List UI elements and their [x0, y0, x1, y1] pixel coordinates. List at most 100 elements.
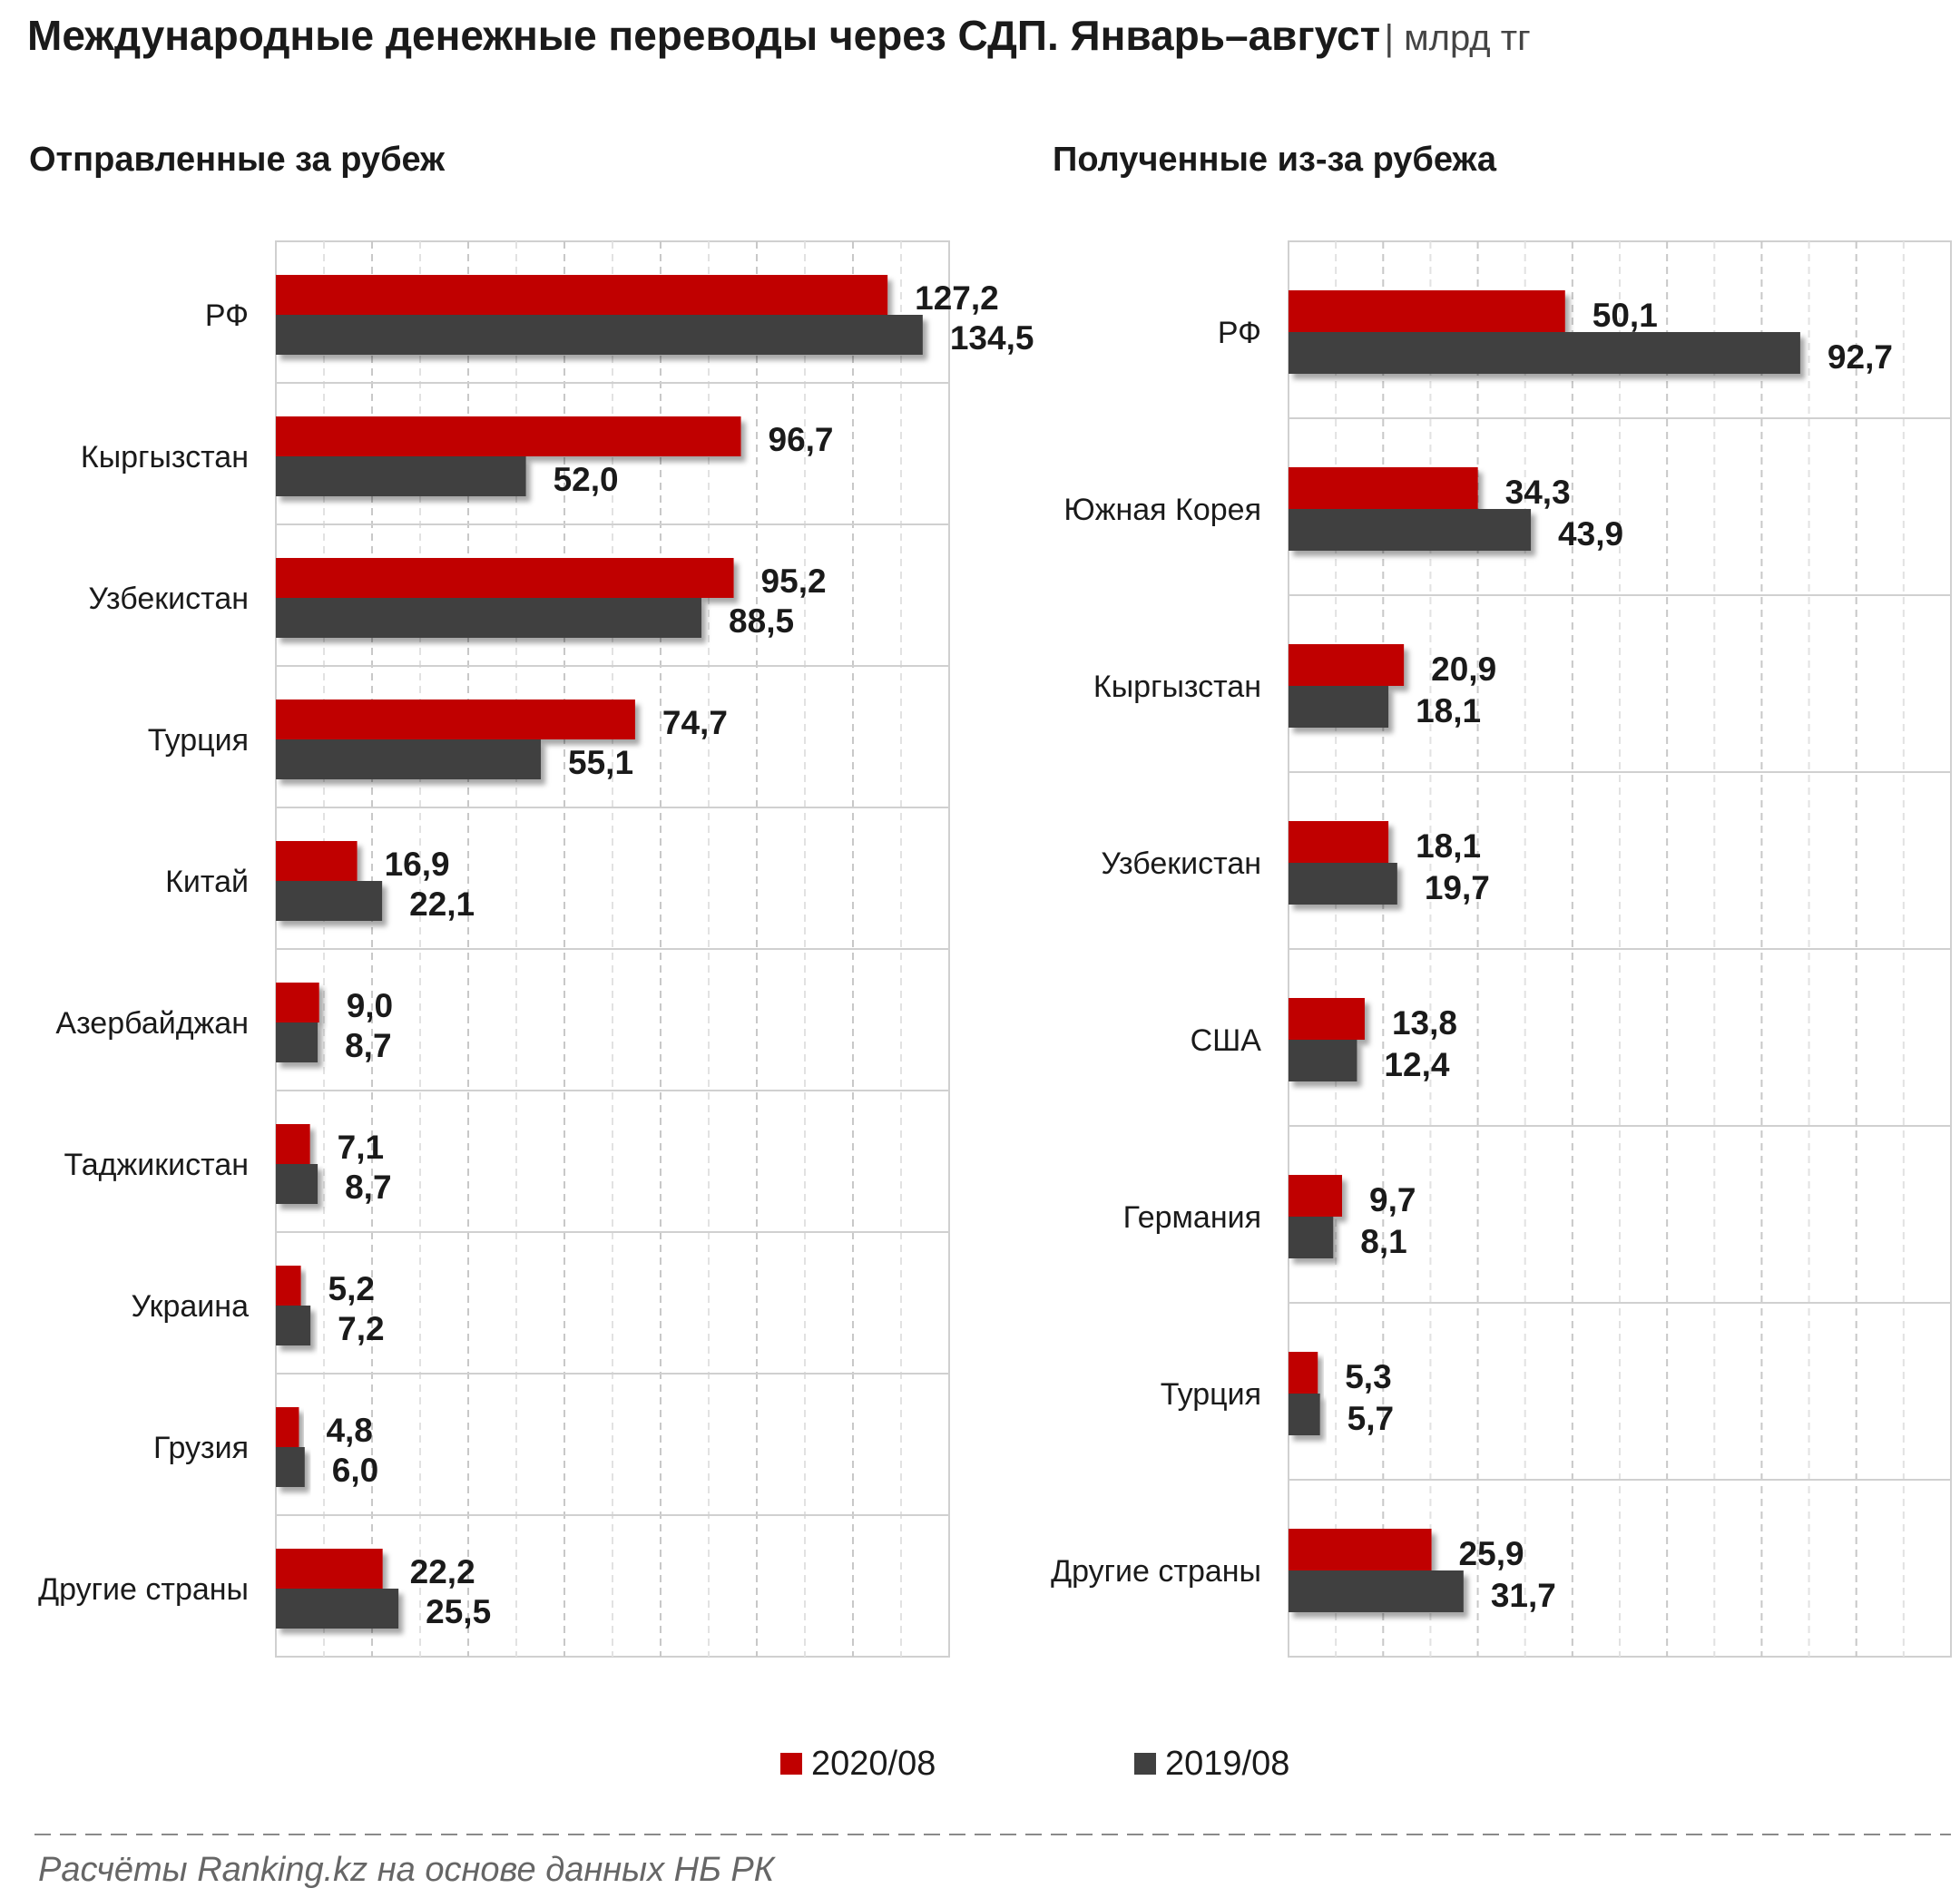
- bar-2020-08: [276, 700, 635, 739]
- bar-2019-08: [276, 739, 542, 779]
- bar-2019-08: [1289, 1394, 1320, 1435]
- category-label: Кыргызстан: [81, 440, 249, 474]
- legend-label: 2019/08: [1165, 1745, 1289, 1783]
- legend-label: 2020/08: [811, 1745, 936, 1783]
- data-label: 88,5: [729, 602, 794, 640]
- category-label: Турция: [148, 723, 249, 758]
- category-label: Другие страны: [1051, 1554, 1261, 1589]
- source-note: Расчёты Ranking.kz на основе данных НБ Р…: [38, 1851, 775, 1889]
- bar-2020-08: [1289, 998, 1365, 1040]
- bar-2019-08: [276, 1022, 318, 1062]
- category-label: Украина: [132, 1289, 250, 1324]
- data-label: 18,1: [1416, 692, 1481, 729]
- category-label: Грузия: [153, 1431, 249, 1465]
- data-label: 13,8: [1392, 1004, 1457, 1042]
- data-label: 50,1: [1592, 297, 1658, 334]
- category-label: Турция: [1161, 1377, 1261, 1412]
- bar-2019-08: [1289, 863, 1397, 905]
- data-label: 5,7: [1348, 1400, 1394, 1437]
- bar-2020-08: [1289, 1175, 1343, 1217]
- bar-2020-08: [276, 275, 888, 315]
- bar-2019-08: [1289, 1570, 1464, 1612]
- chart-title: Международные денежные переводы через СД…: [27, 12, 1381, 59]
- bar-2020-08: [276, 558, 734, 598]
- bar-2019-08: [1289, 1217, 1334, 1258]
- data-label: 22,2: [410, 1553, 475, 1590]
- bar-2020-08: [1289, 1352, 1318, 1394]
- bar-2020-08: [276, 1266, 301, 1306]
- bar-2019-08: [1289, 686, 1389, 728]
- panel-title: Полученные из-за рубежа: [1053, 141, 1497, 179]
- category-label: Китай: [165, 865, 249, 899]
- bar-2019-08: [1289, 509, 1532, 551]
- data-label: 55,1: [568, 744, 633, 781]
- data-label: 7,2: [338, 1310, 384, 1347]
- data-label: 25,9: [1459, 1535, 1524, 1572]
- data-label: 9,7: [1369, 1181, 1416, 1218]
- bar-2020-08: [1289, 290, 1565, 332]
- received-from-abroad-panel: Полученные из-за рубежа РФ 50,1 92,7 Южная К…: [1051, 141, 1952, 1658]
- bar-2020-08: [1289, 644, 1405, 686]
- category-label: Узбекистан: [88, 582, 249, 616]
- data-label: 7,1: [338, 1129, 384, 1166]
- category-label: РФ: [1218, 316, 1261, 350]
- legend-swatch: [1134, 1753, 1156, 1775]
- data-label: 25,5: [426, 1593, 491, 1630]
- data-label: 8,7: [345, 1169, 391, 1206]
- bar-2020-08: [276, 1549, 383, 1589]
- data-label: 9,0: [347, 987, 393, 1024]
- data-label: 52,0: [554, 461, 619, 498]
- data-label: 43,9: [1558, 515, 1623, 553]
- category-label: Кыргызстан: [1093, 670, 1261, 704]
- data-label: 16,9: [385, 846, 450, 883]
- unit-label: | млрд тг: [1384, 18, 1531, 58]
- bar-2019-08: [276, 1164, 318, 1204]
- legend: 2020/08 2019/08: [780, 1745, 1289, 1783]
- category-label: Другие страны: [38, 1572, 249, 1607]
- data-label: 19,7: [1425, 869, 1490, 906]
- data-label: 12,4: [1384, 1046, 1449, 1083]
- bar-2020-08: [276, 983, 319, 1022]
- bar-2020-08: [276, 1124, 310, 1164]
- bar-2019-08: [276, 1447, 305, 1487]
- category-label: США: [1191, 1023, 1262, 1058]
- title-line: Международные денежные переводы через СД…: [27, 11, 1531, 60]
- bar-2020-08: [1289, 467, 1478, 509]
- data-label: 5,2: [328, 1270, 375, 1307]
- data-label: 127,2: [915, 279, 999, 317]
- data-label: 8,7: [345, 1027, 391, 1064]
- data-label: 4,8: [326, 1412, 372, 1449]
- bar-2019-08: [1289, 332, 1800, 374]
- category-label: РФ: [205, 298, 249, 333]
- category-label: Узбекистан: [1101, 846, 1261, 881]
- bar-2019-08: [276, 881, 383, 921]
- bar-2020-08: [276, 841, 358, 881]
- bar-2019-08: [276, 315, 923, 355]
- panel-title: Отправленные за рубеж: [29, 141, 446, 179]
- data-label: 31,7: [1491, 1577, 1556, 1614]
- bar-2019-08: [1289, 1040, 1357, 1081]
- bar-2019-08: [276, 1589, 399, 1629]
- bar-2020-08: [1289, 821, 1389, 863]
- bar-2019-08: [276, 456, 526, 496]
- data-label: 22,1: [409, 885, 475, 923]
- bar-2020-08: [1289, 1529, 1432, 1570]
- bar-2019-08: [276, 598, 702, 638]
- data-label: 95,2: [761, 563, 827, 600]
- data-label: 20,9: [1431, 651, 1496, 688]
- category-label: Азербайджан: [55, 1006, 249, 1041]
- bar-2020-08: [276, 416, 741, 456]
- legend-swatch: [780, 1753, 802, 1775]
- data-label: 96,7: [769, 421, 834, 458]
- data-label: 74,7: [662, 704, 728, 741]
- category-label: Германия: [1123, 1200, 1261, 1235]
- category-label: Таджикистан: [64, 1148, 249, 1182]
- data-label: 5,3: [1345, 1358, 1391, 1395]
- data-label: 8,1: [1360, 1223, 1406, 1260]
- data-label: 34,3: [1505, 474, 1571, 511]
- category-label: Южная Корея: [1063, 493, 1261, 527]
- data-label: 6,0: [332, 1452, 378, 1489]
- data-label: 134,5: [950, 319, 1034, 357]
